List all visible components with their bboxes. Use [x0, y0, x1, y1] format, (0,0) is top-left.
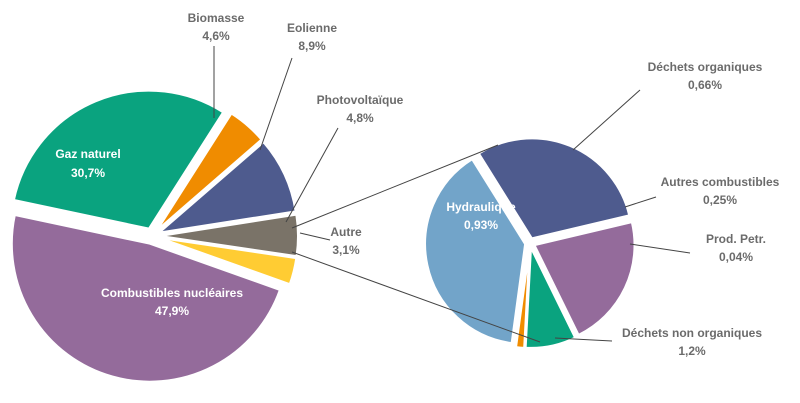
main-label-gaz-naturel: Gaz naturel — [55, 147, 120, 161]
pie-connector-lines — [291, 144, 541, 343]
secondary-label-hydraulique: Hydraulique — [446, 200, 516, 214]
secondary-leader-autres-combustibles — [624, 196, 657, 208]
leader-lines — [213, 46, 691, 342]
main-label-combustibles-nucleaires: Combustibles nucléaires — [101, 286, 243, 300]
secondary-pie — [424, 137, 636, 349]
main-label-photovoltaique: Photovoltaïque — [317, 93, 404, 107]
secondary-slice-prod-petr — [514, 247, 531, 349]
secondary-label-prod-petr: Prod. Petr. — [706, 232, 766, 246]
main-label-eolienne: Eolienne — [287, 21, 337, 35]
secondary-slice-autres-combustibles — [524, 244, 577, 349]
connector-line-top — [291, 144, 499, 229]
secondary-leader-prod-petr — [629, 243, 691, 254]
main-slice-autre — [159, 236, 298, 286]
main-value-gaz-naturel: 30,7% — [71, 166, 105, 180]
main-label-autre: Autre — [330, 225, 362, 239]
main-slice-gaz-naturel — [12, 89, 225, 230]
main-leader-eolienne — [259, 57, 293, 151]
main-value-autre: 3,1% — [332, 243, 360, 257]
main-slice-photovoltaique — [159, 213, 299, 258]
secondary-slice-hydraulique — [477, 137, 631, 240]
main-value-eolienne: 8,9% — [298, 39, 326, 53]
main-pie — [10, 89, 299, 383]
slice-labels: Gaz naturel 30,7% Biomasse 4,6% Eolienne 8,9%… — [55, 11, 779, 358]
secondary-label-autres-combustibles: Autres combustibles — [661, 175, 780, 189]
secondary-leader-dechets-organiques — [572, 89, 641, 151]
connector-line-bottom — [291, 251, 541, 343]
secondary-label-dechets-organiques: Déchets organiques — [648, 60, 763, 74]
secondary-value-prod-petr: 0,04% — [719, 250, 753, 264]
secondary-value-dechets-organiques: 0,66% — [688, 78, 722, 92]
main-leader-autre — [299, 232, 331, 241]
secondary-leader-dechets-non-organiques — [554, 337, 613, 342]
main-leader-photovoltaique — [285, 127, 339, 223]
main-slice-combustibles-nucleaires — [10, 213, 282, 383]
main-value-photovoltaique: 4,8% — [346, 111, 374, 125]
secondary-value-dechets-non-organiques: 1,2% — [678, 344, 706, 358]
secondary-label-dechets-non-organiques: Déchets non organiques — [622, 326, 762, 340]
main-value-biomasse: 4,6% — [202, 29, 230, 43]
secondary-value-autres-combustibles: 0,25% — [703, 193, 737, 207]
secondary-slice-dechets-non-organiques — [424, 157, 527, 345]
secondary-value-hydraulique: 0,93% — [464, 218, 498, 232]
main-label-biomasse: Biomasse — [188, 11, 245, 25]
main-slice-eolienne — [155, 140, 297, 235]
main-value-combustibles-nucleaires: 47,9% — [155, 304, 189, 318]
secondary-slice-dechets-organiques — [533, 220, 636, 337]
main-slice-biomasse — [156, 112, 263, 231]
